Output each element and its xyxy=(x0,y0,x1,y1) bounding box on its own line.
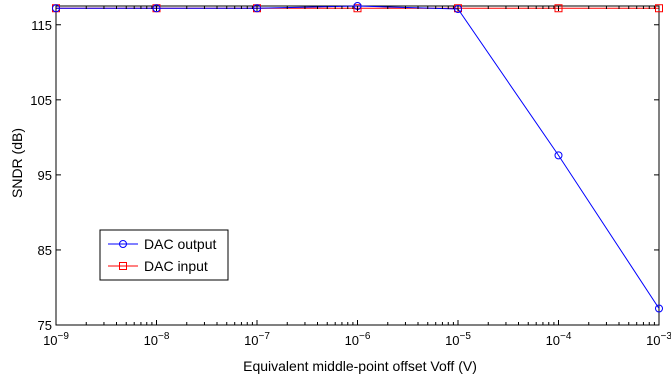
legend-marker xyxy=(119,240,127,248)
legend-marker xyxy=(119,262,127,270)
y-axis-title: SNDR (dB) xyxy=(9,128,25,198)
legend-box xyxy=(99,229,229,281)
x-tick-label: 10−7 xyxy=(244,331,270,348)
y-tick-label: 95 xyxy=(38,168,52,183)
data-point xyxy=(554,151,563,160)
y-axis: 75 85 95 105 115 xyxy=(30,18,659,333)
x-tick-label: 10−6 xyxy=(345,331,371,348)
data-point xyxy=(454,5,462,14)
data-point xyxy=(655,304,663,313)
x-axis: 10−9 10−8 10−7 10−6 10−5 10−4 10−3 xyxy=(43,6,671,348)
data-point xyxy=(253,4,261,13)
x-tick-label: 10−3 xyxy=(646,331,671,348)
y-tick-label: 85 xyxy=(38,243,52,258)
data-point xyxy=(353,4,362,13)
x-tick-label: 10−4 xyxy=(546,331,572,348)
x-tick-label: 10−9 xyxy=(43,331,69,348)
data-point xyxy=(655,4,663,13)
data-point xyxy=(554,4,563,13)
legend: DAC output DAC input xyxy=(99,229,229,281)
x-tick-label: 10−5 xyxy=(445,331,471,348)
legend-label: DAC input xyxy=(144,258,208,274)
legend-label: DAC output xyxy=(144,236,216,252)
y-tick-label: 105 xyxy=(30,93,52,108)
data-point xyxy=(52,4,60,13)
x-tick-label: 10−8 xyxy=(144,331,170,348)
y-tick-label: 75 xyxy=(38,318,52,333)
x-axis-title: Equivalent middle-point offset Voff (V) xyxy=(243,358,477,374)
y-tick-label: 115 xyxy=(31,18,52,33)
data-point xyxy=(152,4,161,13)
